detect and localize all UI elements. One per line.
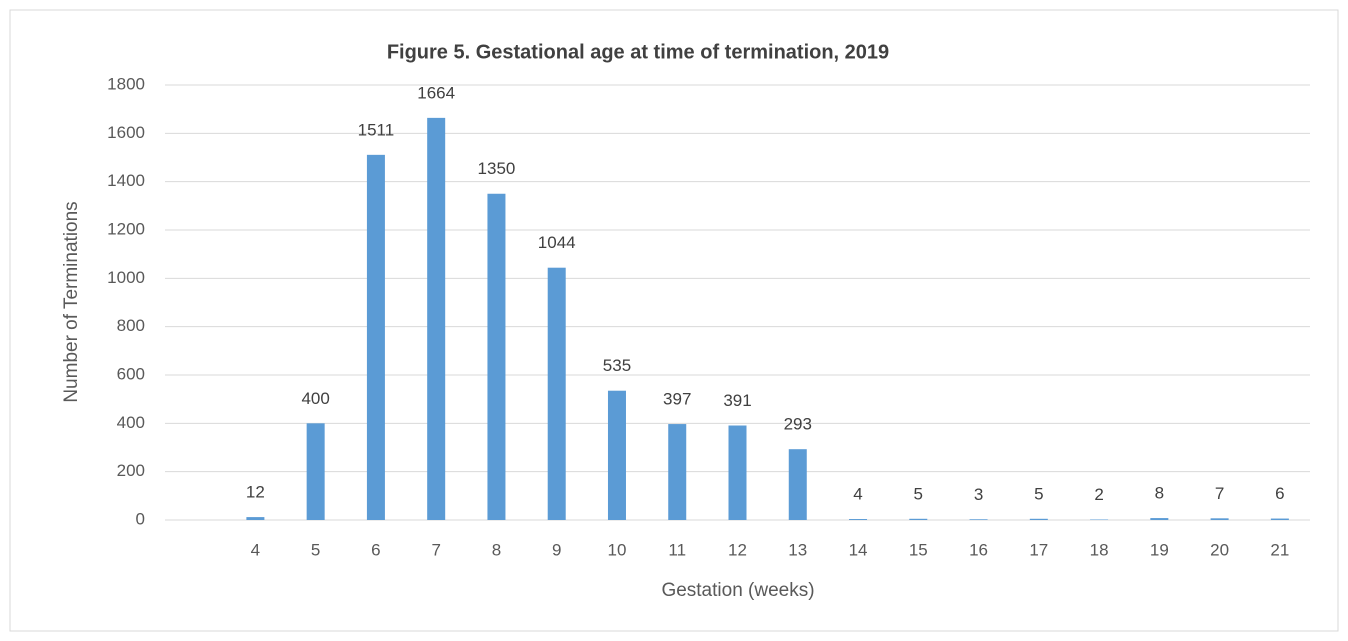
x-tick-label: 9 — [552, 540, 561, 559]
y-tick-label: 600 — [117, 364, 145, 383]
data-label: 6 — [1275, 484, 1284, 503]
data-label: 8 — [1155, 484, 1164, 503]
data-label: 391 — [723, 391, 751, 410]
x-tick-label: 8 — [492, 540, 501, 559]
bar — [366, 154, 385, 520]
x-tick-label: 15 — [909, 540, 928, 559]
bar — [607, 390, 626, 520]
data-label: 1350 — [478, 159, 516, 178]
x-tick-label: 4 — [251, 540, 260, 559]
data-label: 293 — [784, 415, 812, 434]
data-label: 4 — [853, 485, 862, 504]
data-label: 1664 — [417, 83, 455, 102]
x-tick-label: 6 — [371, 540, 380, 559]
bar — [306, 423, 325, 520]
x-tick-label: 11 — [668, 540, 686, 559]
y-axis-title: Number of Terminations — [61, 201, 82, 402]
data-label: 1511 — [358, 120, 395, 139]
bar — [728, 425, 747, 520]
x-tick-label: 19 — [1150, 540, 1169, 559]
y-tick-label: 1600 — [107, 123, 145, 142]
x-tick-label: 17 — [1029, 540, 1048, 559]
bar — [547, 267, 566, 520]
bar — [1029, 518, 1048, 520]
bar — [909, 518, 928, 520]
data-label: 535 — [603, 356, 631, 375]
data-label: 7 — [1215, 484, 1224, 503]
x-tick-label: 10 — [608, 540, 627, 559]
x-tick-label: 13 — [788, 540, 807, 559]
data-label: 3 — [974, 485, 983, 504]
y-tick-label: 400 — [117, 413, 145, 432]
x-tick-label: 16 — [969, 540, 988, 559]
chart-border — [9, 9, 1339, 632]
x-tick-label: 14 — [849, 540, 868, 559]
chart-title: Figure 5. Gestational age at time of ter… — [387, 41, 889, 63]
y-tick-label: 1000 — [107, 268, 145, 287]
y-tick-label: 800 — [117, 316, 145, 335]
bar — [1210, 518, 1229, 520]
bar — [427, 117, 446, 520]
bar — [1270, 518, 1289, 520]
data-label: 5 — [1034, 484, 1043, 503]
x-tick-label: 12 — [728, 540, 747, 559]
y-tick-label: 200 — [117, 461, 145, 480]
data-label: 12 — [246, 483, 265, 502]
x-tick-label: 7 — [431, 540, 440, 559]
data-label: 400 — [301, 389, 329, 408]
y-tick-label: 1800 — [107, 74, 145, 93]
data-label: 397 — [663, 390, 691, 409]
x-tick-label: 18 — [1090, 540, 1109, 559]
x-tick-label: 21 — [1270, 540, 1289, 559]
data-label: 2 — [1094, 485, 1103, 504]
bar — [668, 424, 687, 520]
bar — [849, 519, 868, 520]
y-tick-label: 1200 — [107, 219, 145, 238]
y-tick-label: 0 — [136, 509, 145, 528]
bar — [788, 449, 807, 520]
x-tick-label: 20 — [1210, 540, 1229, 559]
x-axis-title: Gestation (weeks) — [661, 580, 814, 601]
bar — [1150, 518, 1169, 520]
data-label: 1044 — [538, 233, 576, 252]
x-tick-label: 5 — [311, 540, 320, 559]
data-label: 5 — [914, 484, 923, 503]
y-tick-label: 1400 — [107, 171, 145, 190]
bar — [246, 517, 265, 520]
bar — [487, 193, 506, 520]
bar — [969, 519, 988, 520]
